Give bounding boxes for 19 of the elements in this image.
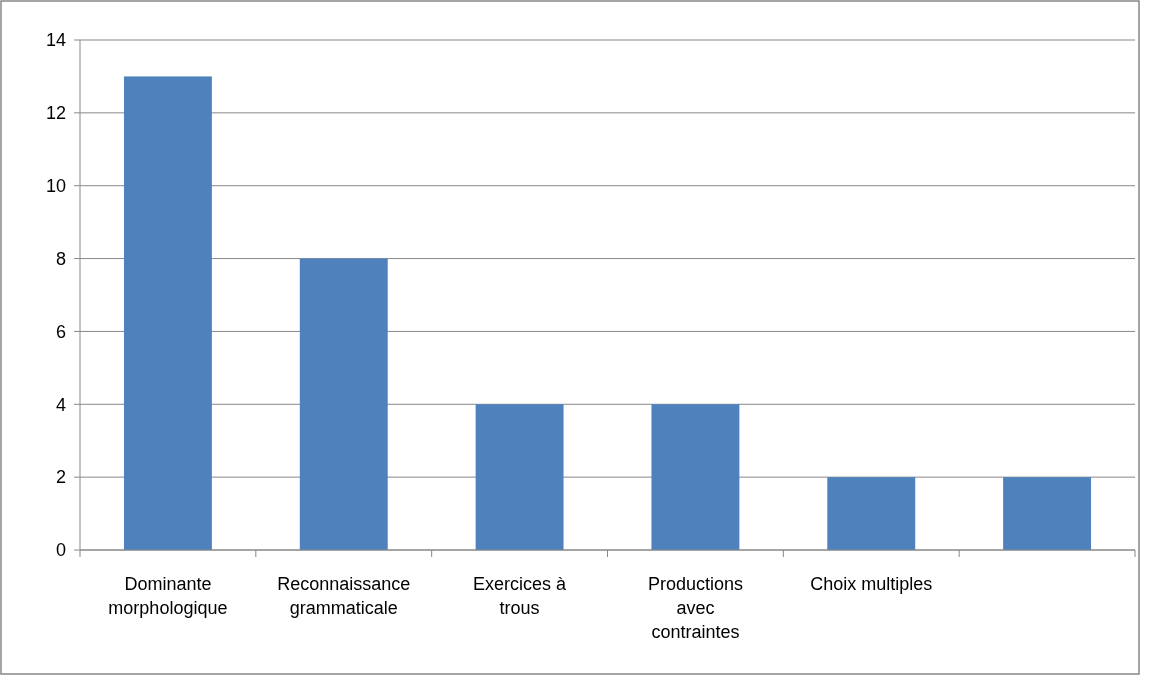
x-tick-label: Reconnaissance grammaticale (277, 574, 411, 618)
bar (475, 404, 564, 550)
y-tick-label: 4 (55, 394, 66, 415)
y-tick-label: 10 (45, 176, 66, 197)
x-tick-label: Productions avec contraintes (647, 574, 743, 642)
y-tick-label: 14 (45, 30, 66, 51)
bar (299, 258, 388, 550)
bar (123, 76, 212, 550)
bar (651, 404, 740, 550)
y-tick-label: 6 (55, 321, 66, 342)
x-tick-label: Exercices à trous (473, 574, 568, 618)
y-tick-label: 0 (55, 540, 66, 561)
y-tick-label: 2 (55, 467, 66, 488)
y-tick-label: 8 (55, 248, 66, 269)
x-tick-label: Dominante morphologique (108, 574, 228, 618)
x-tick-label: Choix multiples (810, 574, 933, 594)
bar (827, 477, 916, 550)
y-tick-label: 12 (45, 103, 66, 124)
bar (1003, 477, 1092, 550)
